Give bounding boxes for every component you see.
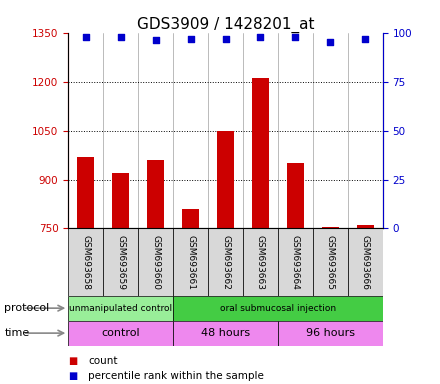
Point bbox=[82, 33, 89, 40]
Point bbox=[222, 35, 229, 41]
Text: GSM693662: GSM693662 bbox=[221, 235, 230, 290]
Bar bbox=[208, 228, 243, 296]
Text: control: control bbox=[101, 328, 140, 338]
Bar bbox=[68, 228, 103, 296]
Point bbox=[117, 33, 124, 40]
Text: 48 hours: 48 hours bbox=[201, 328, 250, 338]
Text: percentile rank within the sample: percentile rank within the sample bbox=[88, 371, 264, 381]
Text: GSM693664: GSM693664 bbox=[291, 235, 300, 290]
Bar bbox=[243, 228, 278, 296]
Point bbox=[187, 35, 194, 41]
Bar bbox=[138, 228, 173, 296]
Bar bbox=[68, 321, 173, 346]
Bar bbox=[147, 160, 164, 228]
Text: count: count bbox=[88, 356, 117, 366]
Text: ■: ■ bbox=[68, 371, 77, 381]
Bar bbox=[278, 321, 383, 346]
Bar bbox=[278, 228, 313, 296]
Point bbox=[362, 35, 369, 41]
Bar bbox=[173, 321, 278, 346]
Bar bbox=[182, 209, 199, 228]
Point bbox=[152, 37, 159, 43]
Text: GSM693663: GSM693663 bbox=[256, 235, 265, 290]
Title: GDS3909 / 1428201_at: GDS3909 / 1428201_at bbox=[137, 17, 314, 33]
Text: GSM693665: GSM693665 bbox=[326, 235, 335, 290]
Point bbox=[257, 33, 264, 40]
Bar bbox=[68, 296, 173, 321]
Bar bbox=[348, 228, 383, 296]
Bar bbox=[112, 173, 129, 228]
Bar bbox=[77, 157, 95, 228]
Text: GSM693659: GSM693659 bbox=[116, 235, 125, 290]
Point bbox=[292, 33, 299, 40]
Point bbox=[327, 39, 334, 45]
Text: GSM693658: GSM693658 bbox=[81, 235, 90, 290]
Text: 96 hours: 96 hours bbox=[306, 328, 355, 338]
Bar bbox=[287, 163, 304, 228]
Bar bbox=[103, 228, 138, 296]
Bar bbox=[313, 228, 348, 296]
Text: protocol: protocol bbox=[4, 303, 50, 313]
Text: GSM693660: GSM693660 bbox=[151, 235, 160, 290]
Bar bbox=[322, 227, 339, 228]
Text: ■: ■ bbox=[68, 356, 77, 366]
Text: time: time bbox=[4, 328, 29, 338]
Bar bbox=[356, 225, 374, 228]
Text: GSM693666: GSM693666 bbox=[361, 235, 370, 290]
Text: unmanipulated control: unmanipulated control bbox=[69, 304, 172, 313]
Bar bbox=[173, 228, 208, 296]
Bar bbox=[252, 78, 269, 228]
Text: oral submucosal injection: oral submucosal injection bbox=[220, 304, 336, 313]
Text: GSM693661: GSM693661 bbox=[186, 235, 195, 290]
Bar bbox=[173, 296, 383, 321]
Bar bbox=[217, 131, 234, 228]
